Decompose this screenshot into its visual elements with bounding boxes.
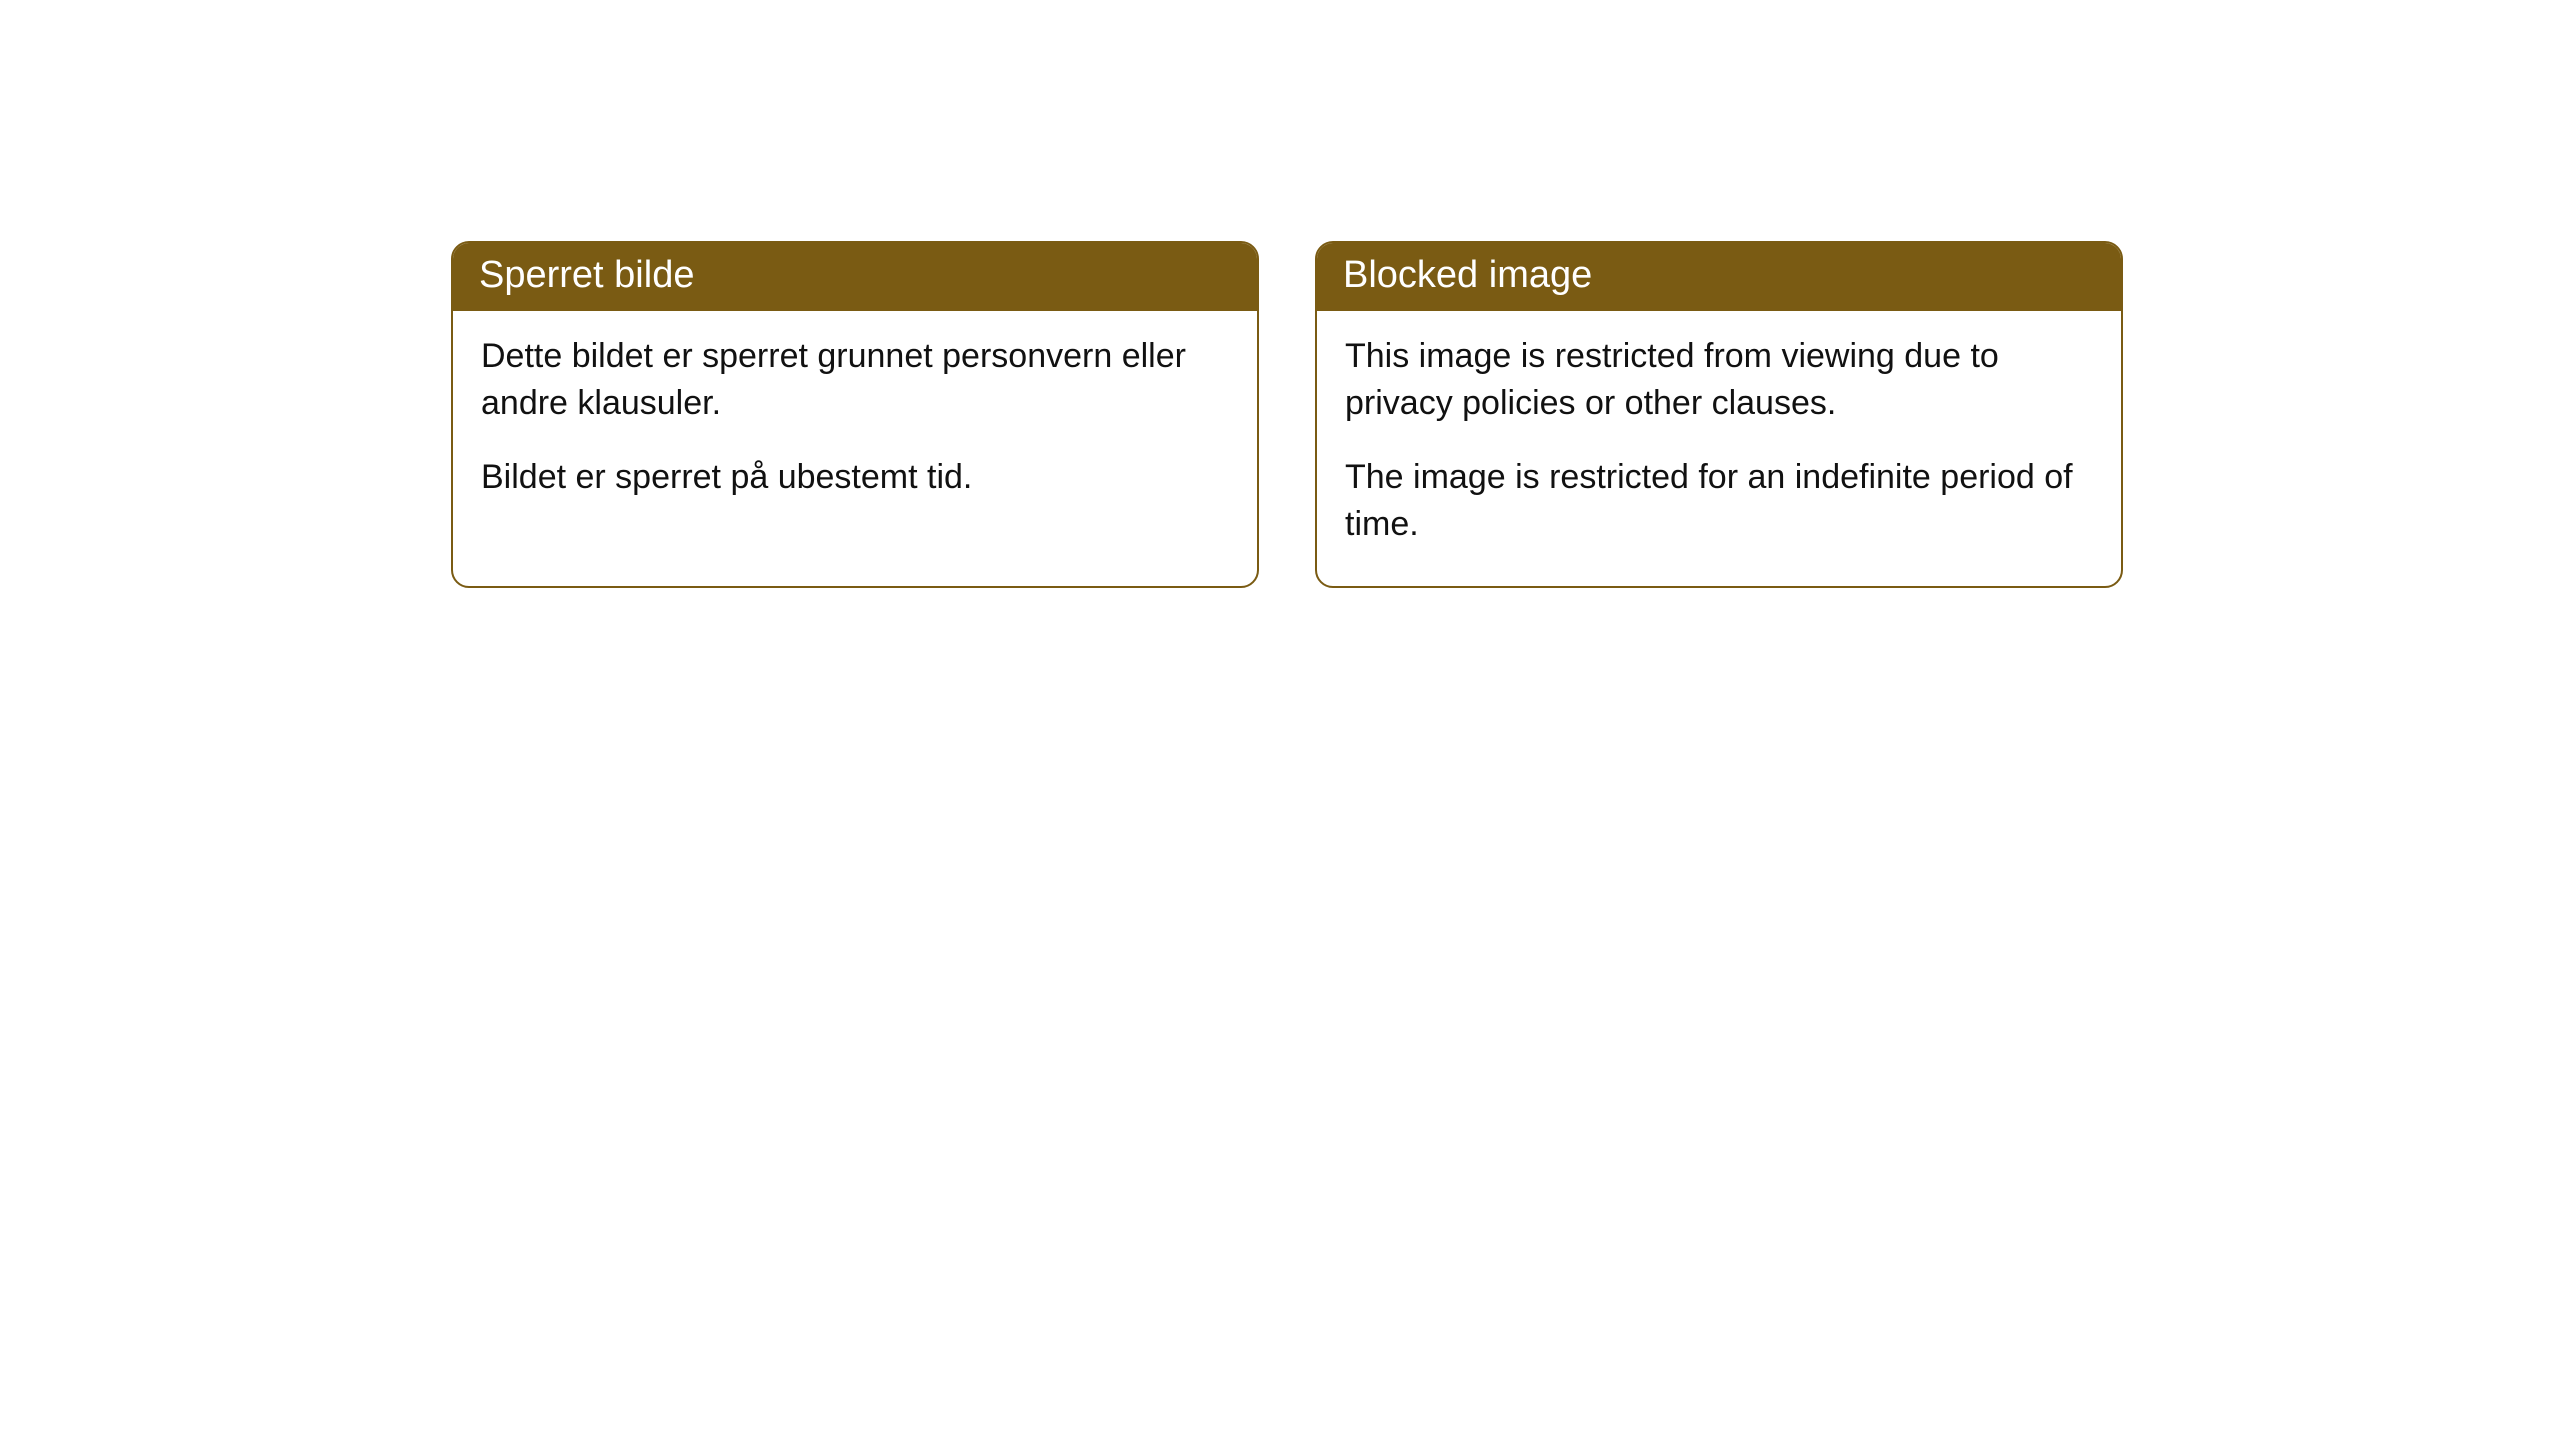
card-paragraph-en-2: The image is restricted for an indefinit… (1345, 454, 2093, 548)
card-paragraph-no-2: Bildet er sperret på ubestemt tid. (481, 454, 1229, 501)
card-paragraph-en-1: This image is restricted from viewing du… (1345, 333, 2093, 427)
card-header-en: Blocked image (1317, 243, 2121, 311)
card-body-en: This image is restricted from viewing du… (1317, 311, 2121, 587)
card-body-no: Dette bildet er sperret grunnet personve… (453, 311, 1257, 540)
cards-container: Sperret bilde Dette bildet er sperret gr… (451, 241, 2123, 588)
card-paragraph-no-1: Dette bildet er sperret grunnet personve… (481, 333, 1229, 427)
card-header-no: Sperret bilde (453, 243, 1257, 311)
blocked-image-card-no: Sperret bilde Dette bildet er sperret gr… (451, 241, 1259, 588)
blocked-image-card-en: Blocked image This image is restricted f… (1315, 241, 2123, 588)
